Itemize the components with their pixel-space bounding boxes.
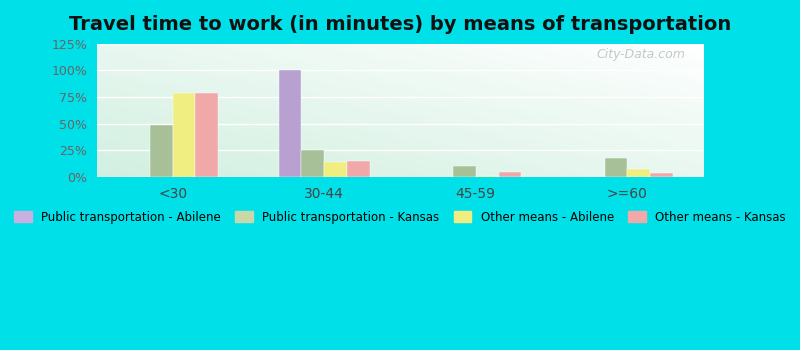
Bar [453, 166, 476, 177]
Bar [627, 169, 650, 177]
Bar [605, 158, 627, 177]
Legend: Public transportation - Abilene, Public transportation - Kansas, Other means - A: Public transportation - Abilene, Public … [8, 205, 792, 229]
Bar [302, 150, 324, 177]
Bar [347, 161, 370, 177]
Bar [173, 93, 195, 177]
Text: City-Data.com: City-Data.com [596, 48, 685, 61]
Bar [324, 162, 347, 177]
Bar [195, 93, 218, 177]
Bar [278, 70, 302, 177]
Title: Travel time to work (in minutes) by means of transportation: Travel time to work (in minutes) by mean… [69, 15, 731, 34]
Bar [498, 172, 522, 177]
Bar [476, 176, 498, 177]
Bar [650, 173, 673, 177]
Bar [150, 125, 173, 177]
